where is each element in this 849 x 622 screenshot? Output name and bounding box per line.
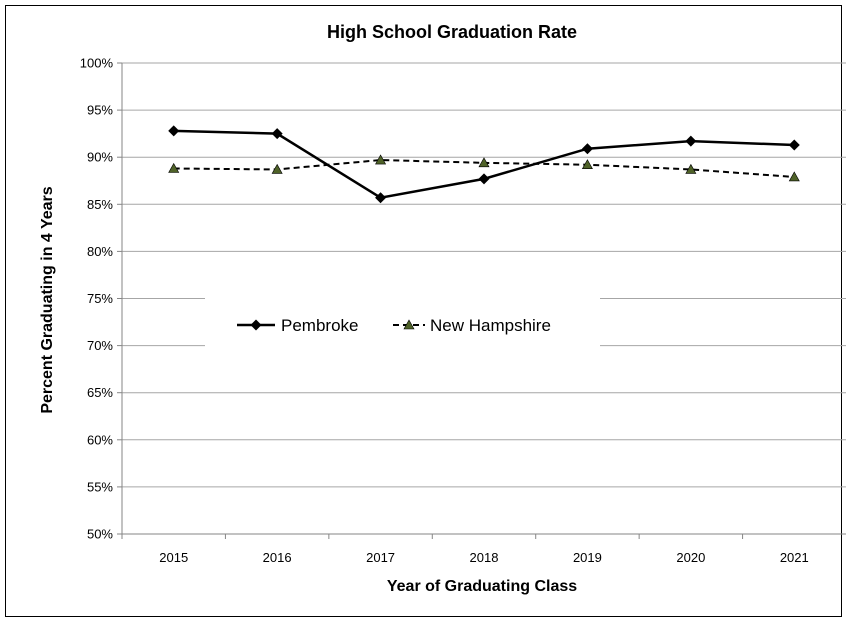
legend-label: New Hampshire [430,316,551,335]
data-point-diamond [250,319,262,331]
data-point-triangle [375,154,387,165]
data-point-triangle [685,163,697,174]
y-tick-label: 55% [87,479,113,494]
y-tick-label: 90% [87,150,113,165]
x-tick-label: 2016 [263,550,292,565]
series [168,125,800,204]
y-tick-label: 80% [87,244,113,259]
legend: Pembroke New Hampshire [205,297,600,347]
x-axis-title: Year of Graduating Class [387,578,577,595]
y-tick-label: 75% [87,291,113,306]
data-point-triangle [271,163,283,174]
chart-title: High School Graduation Rate [327,22,577,42]
y-tick-label: 65% [87,385,113,400]
legend-label: Pembroke [281,316,358,335]
x-tick-label: 2017 [366,550,395,565]
x-tick-label: 2020 [676,550,705,565]
legend-box [205,297,600,347]
data-point-diamond [478,173,490,185]
data-point-triangle [168,162,180,173]
data-point-diamond [168,125,180,137]
data-point-diamond [271,128,283,140]
axes: 50% 55% 60% 65% 70% 75% 80% 85% 90% 95% 100% 2015 20… [80,56,846,565]
y-tick-label: 70% [87,338,113,353]
data-point-triangle [478,157,490,168]
data-point-diamond [375,192,387,204]
data-point-diamond [788,139,800,151]
data-point-triangle [788,171,800,182]
data-point-triangle [403,319,415,330]
y-tick-label: 60% [87,432,113,447]
x-tick-label: 2015 [159,550,188,565]
y-tick-label: 100% [80,56,114,71]
y-axis-title: Percent Graduating in 4 Years [39,186,56,413]
data-point-triangle [581,159,593,170]
data-point-diamond [581,143,593,155]
gridlines [122,62,846,488]
x-tick-label: 2019 [573,550,602,565]
x-tick-label: 2021 [780,550,809,565]
data-point-diamond [685,135,697,147]
y-tick-label: 95% [87,103,113,118]
y-tick-label: 85% [87,197,113,212]
x-tick-label: 2018 [470,550,499,565]
y-tick-label: 50% [87,527,113,542]
